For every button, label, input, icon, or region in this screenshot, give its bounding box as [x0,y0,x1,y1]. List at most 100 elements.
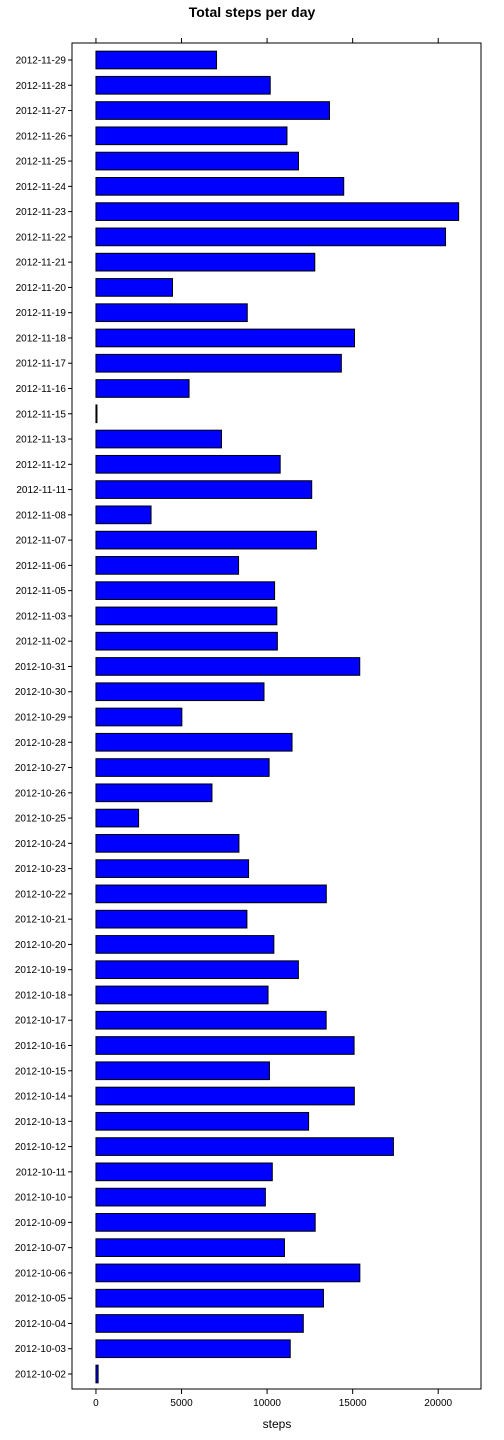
bar-2012-11-08 [96,506,151,524]
bar-2012-11-07 [96,531,316,549]
y-tick-label: 2012-10-04 [15,1319,67,1330]
x-axis-title: steps [263,1417,292,1431]
bar-2012-10-09 [96,1214,315,1232]
x-tick-label: 5000 [170,1398,193,1409]
bar-2012-10-06 [96,1264,360,1282]
bar-2012-11-17 [96,354,341,372]
bar-2012-10-30 [96,683,264,701]
bar-2012-11-22 [96,228,446,246]
bar-2012-11-11 [96,481,312,499]
bar-2012-10-11 [96,1163,272,1181]
y-tick-label: 2012-11-19 [16,308,67,319]
y-tick-label: 2012-11-06 [16,561,67,572]
y-tick-label: 2012-10-12 [15,1142,67,1153]
y-tick-label: 2012-10-06 [15,1268,67,1279]
y-tick-label: 2012-10-16 [15,1041,67,1052]
bar-2012-10-04 [96,1315,303,1333]
y-tick-label: 2012-10-15 [15,1066,67,1077]
y-tick-label: 2012-11-20 [16,283,67,294]
bar-2012-10-29 [96,708,182,726]
bar-2012-11-21 [96,253,315,271]
y-tick-label: 2012-11-11 [16,485,66,496]
bar-2012-10-22 [96,885,326,903]
bar-2012-10-03 [96,1340,290,1358]
bars-group [96,51,459,1383]
bar-2012-11-18 [96,329,355,347]
bar-2012-11-15 [96,405,97,423]
y-tick-label: 2012-11-23 [16,207,67,218]
bar-2012-10-26 [96,784,212,802]
y-tick-label: 2012-11-25 [16,157,67,168]
y-tick-label: 2012-11-26 [16,131,67,142]
y-tick-label: 2012-10-13 [15,1117,67,1128]
y-tick-labels: 2012-11-29 2012-11-28 2012-11-27 2012-11-26… [15,56,72,1381]
bar-2012-10-13 [96,1112,309,1130]
bar-2012-10-19 [96,961,298,979]
y-tick-label: 2012-10-20 [15,940,67,951]
bar-2012-10-02 [96,1365,98,1383]
bar-2012-11-13 [96,430,222,448]
y-tick-label: 2012-10-28 [15,738,67,749]
bar-2012-11-02 [96,632,277,650]
y-tick-label: 2012-10-30 [15,687,67,698]
x-tick-label: 0 [93,1398,99,1409]
bar-2012-11-19 [96,304,247,322]
y-tick-label: 2012-11-22 [16,232,67,243]
bar-2012-11-12 [96,455,280,473]
y-tick-label: 2012-11-15 [16,409,67,420]
bar-2012-11-29 [96,51,217,69]
bar-2012-11-28 [96,76,270,94]
x-tick-label: 10000 [253,1398,281,1409]
y-tick-label: 2012-11-12 [16,460,67,471]
x-tick-label: 20000 [424,1398,452,1409]
y-tick-label: 2012-11-18 [16,333,67,344]
y-tick-label: 2012-10-19 [15,965,67,976]
y-tick-label: 2012-11-29 [16,56,67,67]
x-tick-label: 15000 [339,1398,367,1409]
bar-2012-11-26 [96,127,287,145]
y-tick-label: 2012-11-02 [16,637,67,648]
bar-2012-10-21 [96,910,247,928]
y-tick-label: 2012-11-16 [16,384,67,395]
bar-2012-10-28 [96,733,292,751]
y-tick-label: 2012-10-27 [15,763,67,774]
y-tick-label: 2012-10-10 [15,1193,67,1204]
bar-2012-10-31 [96,658,360,676]
bar-2012-10-20 [96,936,274,954]
y-tick-label: 2012-10-25 [15,814,67,825]
y-tick-label: 2012-10-03 [15,1344,67,1355]
chart-title: Total steps per day [189,4,316,20]
y-tick-label: 2012-10-24 [15,839,67,850]
y-tick-label: 2012-10-31 [15,662,67,673]
y-tick-label: 2012-10-29 [15,713,67,724]
y-tick-label: 2012-11-28 [16,81,67,92]
y-tick-label: 2012-10-02 [15,1370,67,1381]
bar-2012-11-24 [96,178,344,196]
bar-2012-11-20 [96,279,173,297]
bar-2012-10-15 [96,1062,270,1080]
y-tick-label: 2012-10-23 [15,864,67,875]
y-tick-label: 2012-10-26 [15,788,67,799]
bar-2012-11-03 [96,607,277,625]
bar-2012-10-14 [96,1087,354,1105]
y-tick-label: 2012-11-24 [16,182,67,193]
y-tick-label: 2012-10-17 [15,1016,67,1027]
y-tick-label: 2012-11-27 [16,106,67,117]
y-tick-label: 2012-10-11 [16,1167,67,1178]
bar-2012-11-25 [96,152,299,170]
bar-2012-10-27 [96,759,269,777]
y-tick-label: 2012-11-05 [16,586,67,597]
bar-2012-11-23 [96,203,459,221]
bar-2012-10-17 [96,1011,326,1029]
bar-2012-11-27 [96,102,330,120]
y-tick-label: 2012-11-08 [16,510,67,521]
y-tick-label: 2012-11-07 [16,536,67,547]
bar-2012-10-16 [96,1037,354,1055]
y-tick-label: 2012-10-18 [15,990,67,1001]
y-tick-label: 2012-11-21 [16,258,67,269]
bar-2012-10-24 [96,835,239,853]
bar-2012-11-05 [96,582,275,600]
y-tick-label: 2012-10-22 [15,889,67,900]
bar-2012-10-18 [96,986,268,1004]
